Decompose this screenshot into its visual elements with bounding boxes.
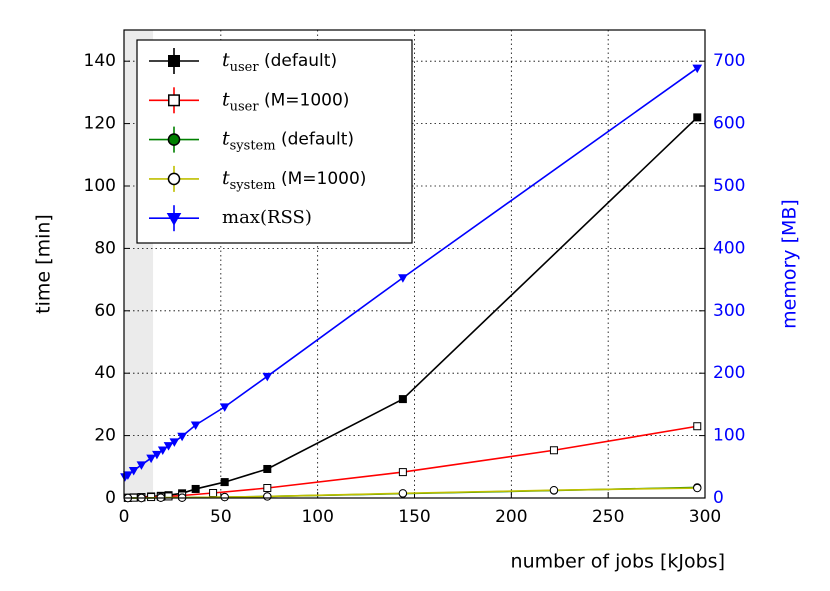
marker <box>146 454 156 464</box>
legend-marker <box>168 94 180 107</box>
marker <box>157 446 168 455</box>
legend-box <box>136 39 413 244</box>
marker <box>263 464 272 473</box>
y-tick-label: 40 <box>94 363 116 383</box>
legend-name: max(RSS) <box>222 207 312 228</box>
legend-marker <box>167 133 181 146</box>
y-tick-label: 0 <box>105 488 116 508</box>
marker <box>693 422 702 431</box>
y2-tick-label: 100 <box>713 426 745 446</box>
legend-suffix: (default) <box>276 130 354 150</box>
y2-tick-label: 200 <box>713 363 745 383</box>
y2-tick-label: 500 <box>713 176 745 196</box>
legend-suffix: (M=1000) <box>276 169 367 189</box>
legend-sub: system <box>230 138 276 153</box>
y-axis-label: time [min] <box>33 214 55 314</box>
y2-tick-label: 600 <box>713 114 745 134</box>
marker <box>169 438 180 447</box>
marker <box>693 113 702 122</box>
legend-name: t <box>222 88 230 110</box>
legend-suffix: (M=1000) <box>259 90 350 110</box>
x-tick-label: 250 <box>592 507 624 527</box>
marker <box>398 274 408 283</box>
marker <box>262 372 273 382</box>
marker <box>191 484 200 493</box>
legend-label: tuser (M=1000) <box>222 88 349 114</box>
legend-name: t <box>222 49 230 71</box>
marker <box>209 489 218 498</box>
marker <box>398 489 408 498</box>
y2-tick-label: 700 <box>713 51 745 71</box>
y-tick-label: 60 <box>94 301 116 321</box>
marker <box>164 492 173 501</box>
legend-suffix: (default) <box>259 51 337 71</box>
marker <box>219 403 230 412</box>
marker <box>220 492 229 502</box>
legend-label: tsystem (M=1000) <box>222 167 366 193</box>
legend-marker <box>168 55 180 67</box>
legend-marker <box>167 172 181 186</box>
y-tick-label: 140 <box>84 51 116 71</box>
y2-axis-label: memory [MB] <box>779 199 801 329</box>
marker <box>549 486 559 495</box>
marker <box>163 442 174 451</box>
marker <box>398 395 407 404</box>
legend-name: t <box>222 128 230 150</box>
marker <box>152 450 162 460</box>
y-tick-label: 80 <box>94 238 116 258</box>
x-tick-label: 50 <box>210 507 232 527</box>
x-tick-label: 150 <box>398 507 430 527</box>
series-line <box>127 425 698 499</box>
marker <box>263 484 272 493</box>
legend-marker <box>166 212 182 226</box>
legend-sub: user <box>230 99 260 114</box>
marker <box>549 446 558 455</box>
legend-sub: user <box>230 60 260 75</box>
legend-label: tuser (default) <box>222 49 337 75</box>
legend-name: t <box>222 167 230 189</box>
y2-tick-label: 400 <box>713 238 745 258</box>
y-tick-label: 100 <box>84 176 116 196</box>
x-tick-label: 200 <box>495 507 527 527</box>
marker <box>693 483 702 493</box>
marker <box>190 421 201 430</box>
x-tick-label: 0 <box>119 507 130 527</box>
plot-frame <box>123 29 706 499</box>
legend-label: tsystem (default) <box>222 128 354 154</box>
legend-label: max(RSS) <box>222 207 312 228</box>
marker <box>398 468 407 477</box>
marker <box>177 432 187 442</box>
marker <box>128 467 139 476</box>
y-tick-label: 20 <box>94 426 116 446</box>
marker <box>263 492 272 501</box>
marker <box>692 64 703 74</box>
x-tick-label: 100 <box>301 507 333 527</box>
marker <box>220 478 229 487</box>
y-tick-label: 120 <box>84 114 116 134</box>
y2-tick-label: 0 <box>713 488 724 508</box>
y2-tick-label: 300 <box>713 301 745 321</box>
marker <box>123 471 133 480</box>
marker <box>136 461 147 470</box>
legend-sub: system <box>230 177 276 192</box>
x-axis-label: number of jobs [kJobs] <box>511 551 725 573</box>
x-tick-label: 300 <box>689 507 721 527</box>
